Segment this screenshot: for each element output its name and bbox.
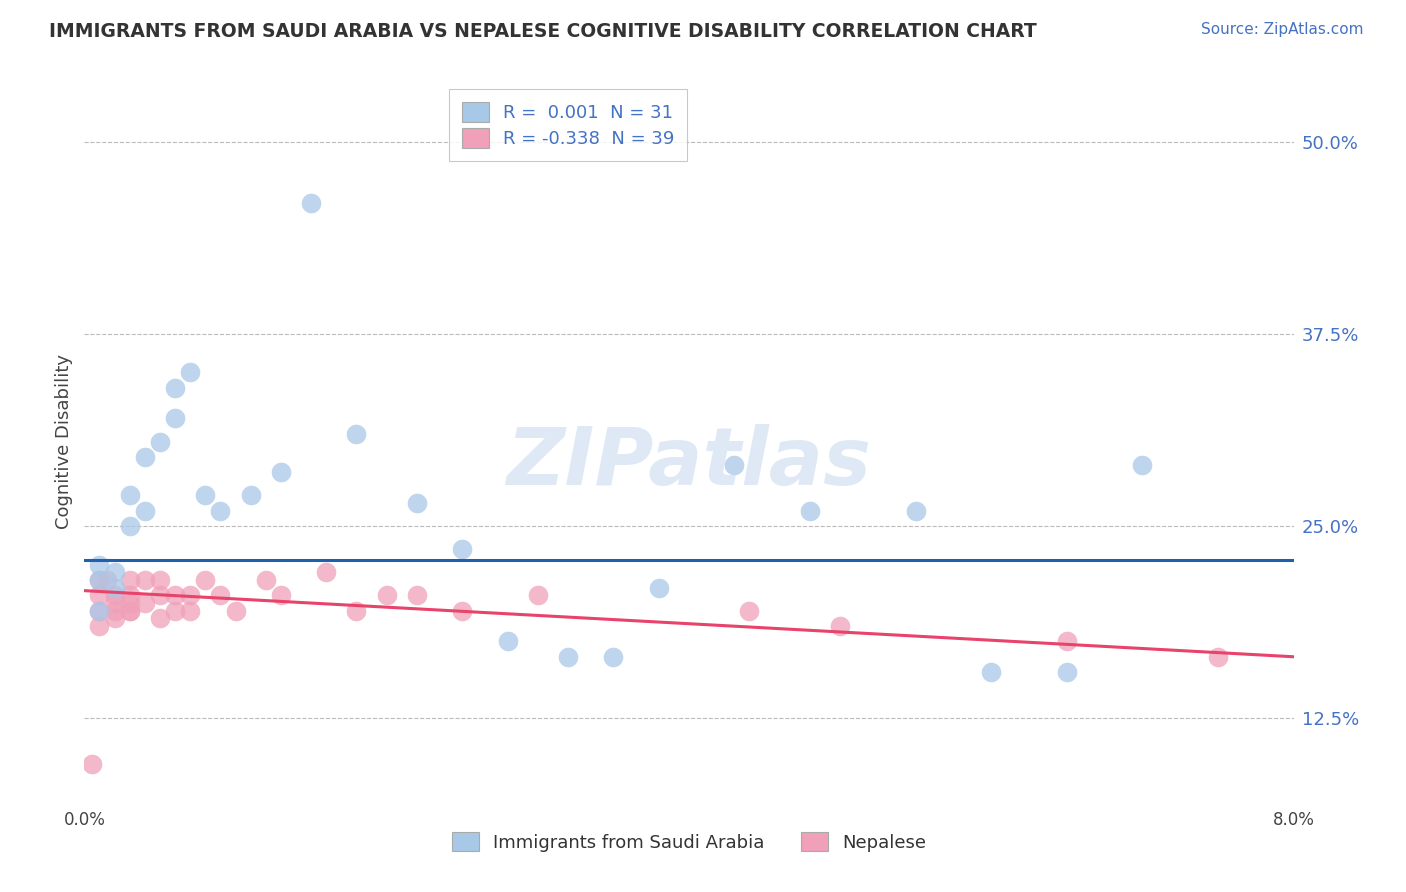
Text: IMMIGRANTS FROM SAUDI ARABIA VS NEPALESE COGNITIVE DISABILITY CORRELATION CHART: IMMIGRANTS FROM SAUDI ARABIA VS NEPALESE… bbox=[49, 22, 1038, 41]
Point bbox=[179, 365, 201, 379]
Point bbox=[96, 573, 118, 587]
Point bbox=[134, 504, 156, 518]
Point bbox=[496, 634, 519, 648]
Point bbox=[118, 596, 141, 610]
Point bbox=[118, 519, 141, 533]
Point bbox=[165, 411, 187, 425]
Point bbox=[134, 450, 156, 464]
Point bbox=[89, 588, 111, 602]
Point bbox=[149, 434, 172, 449]
Y-axis label: Cognitive Disability: Cognitive Disability bbox=[55, 354, 73, 529]
Point bbox=[179, 588, 201, 602]
Point bbox=[104, 581, 127, 595]
Point bbox=[89, 604, 111, 618]
Point bbox=[194, 488, 217, 502]
Point bbox=[270, 465, 292, 479]
Point bbox=[165, 604, 187, 618]
Point bbox=[375, 588, 398, 602]
Point bbox=[1132, 458, 1154, 472]
Point bbox=[557, 649, 579, 664]
Point bbox=[134, 573, 156, 587]
Point bbox=[209, 504, 232, 518]
Point bbox=[104, 611, 127, 625]
Point bbox=[799, 504, 821, 518]
Point bbox=[239, 488, 262, 502]
Point bbox=[89, 573, 111, 587]
Point bbox=[602, 649, 624, 664]
Point bbox=[346, 426, 368, 441]
Point bbox=[406, 496, 429, 510]
Point bbox=[270, 588, 292, 602]
Point bbox=[80, 757, 103, 772]
Text: ZIPatlas: ZIPatlas bbox=[506, 425, 872, 502]
Point bbox=[830, 619, 852, 633]
Point bbox=[1206, 649, 1229, 664]
Point bbox=[89, 604, 111, 618]
Point bbox=[149, 611, 172, 625]
Point bbox=[904, 504, 927, 518]
Point bbox=[254, 573, 277, 587]
Point bbox=[118, 604, 141, 618]
Point bbox=[104, 604, 127, 618]
Point bbox=[194, 573, 217, 587]
Point bbox=[104, 565, 127, 579]
Point bbox=[104, 588, 127, 602]
Point bbox=[104, 596, 127, 610]
Text: Source: ZipAtlas.com: Source: ZipAtlas.com bbox=[1201, 22, 1364, 37]
Point bbox=[89, 558, 111, 572]
Point bbox=[225, 604, 247, 618]
Point bbox=[118, 573, 141, 587]
Point bbox=[165, 588, 187, 602]
Point bbox=[149, 573, 172, 587]
Point bbox=[527, 588, 550, 602]
Point bbox=[89, 619, 111, 633]
Point bbox=[118, 588, 141, 602]
Point bbox=[149, 588, 172, 602]
Point bbox=[451, 542, 474, 557]
Point bbox=[451, 604, 474, 618]
Point bbox=[1056, 634, 1078, 648]
Legend: Immigrants from Saudi Arabia, Nepalese: Immigrants from Saudi Arabia, Nepalese bbox=[444, 824, 934, 859]
Point bbox=[299, 196, 322, 211]
Point bbox=[406, 588, 429, 602]
Point bbox=[723, 458, 745, 472]
Point bbox=[738, 604, 761, 618]
Point bbox=[118, 488, 141, 502]
Point bbox=[179, 604, 201, 618]
Point bbox=[1056, 665, 1078, 680]
Point bbox=[315, 565, 337, 579]
Point bbox=[165, 381, 187, 395]
Point bbox=[648, 581, 671, 595]
Point bbox=[89, 573, 111, 587]
Point bbox=[346, 604, 368, 618]
Point bbox=[980, 665, 1002, 680]
Point bbox=[134, 596, 156, 610]
Point bbox=[209, 588, 232, 602]
Point bbox=[118, 604, 141, 618]
